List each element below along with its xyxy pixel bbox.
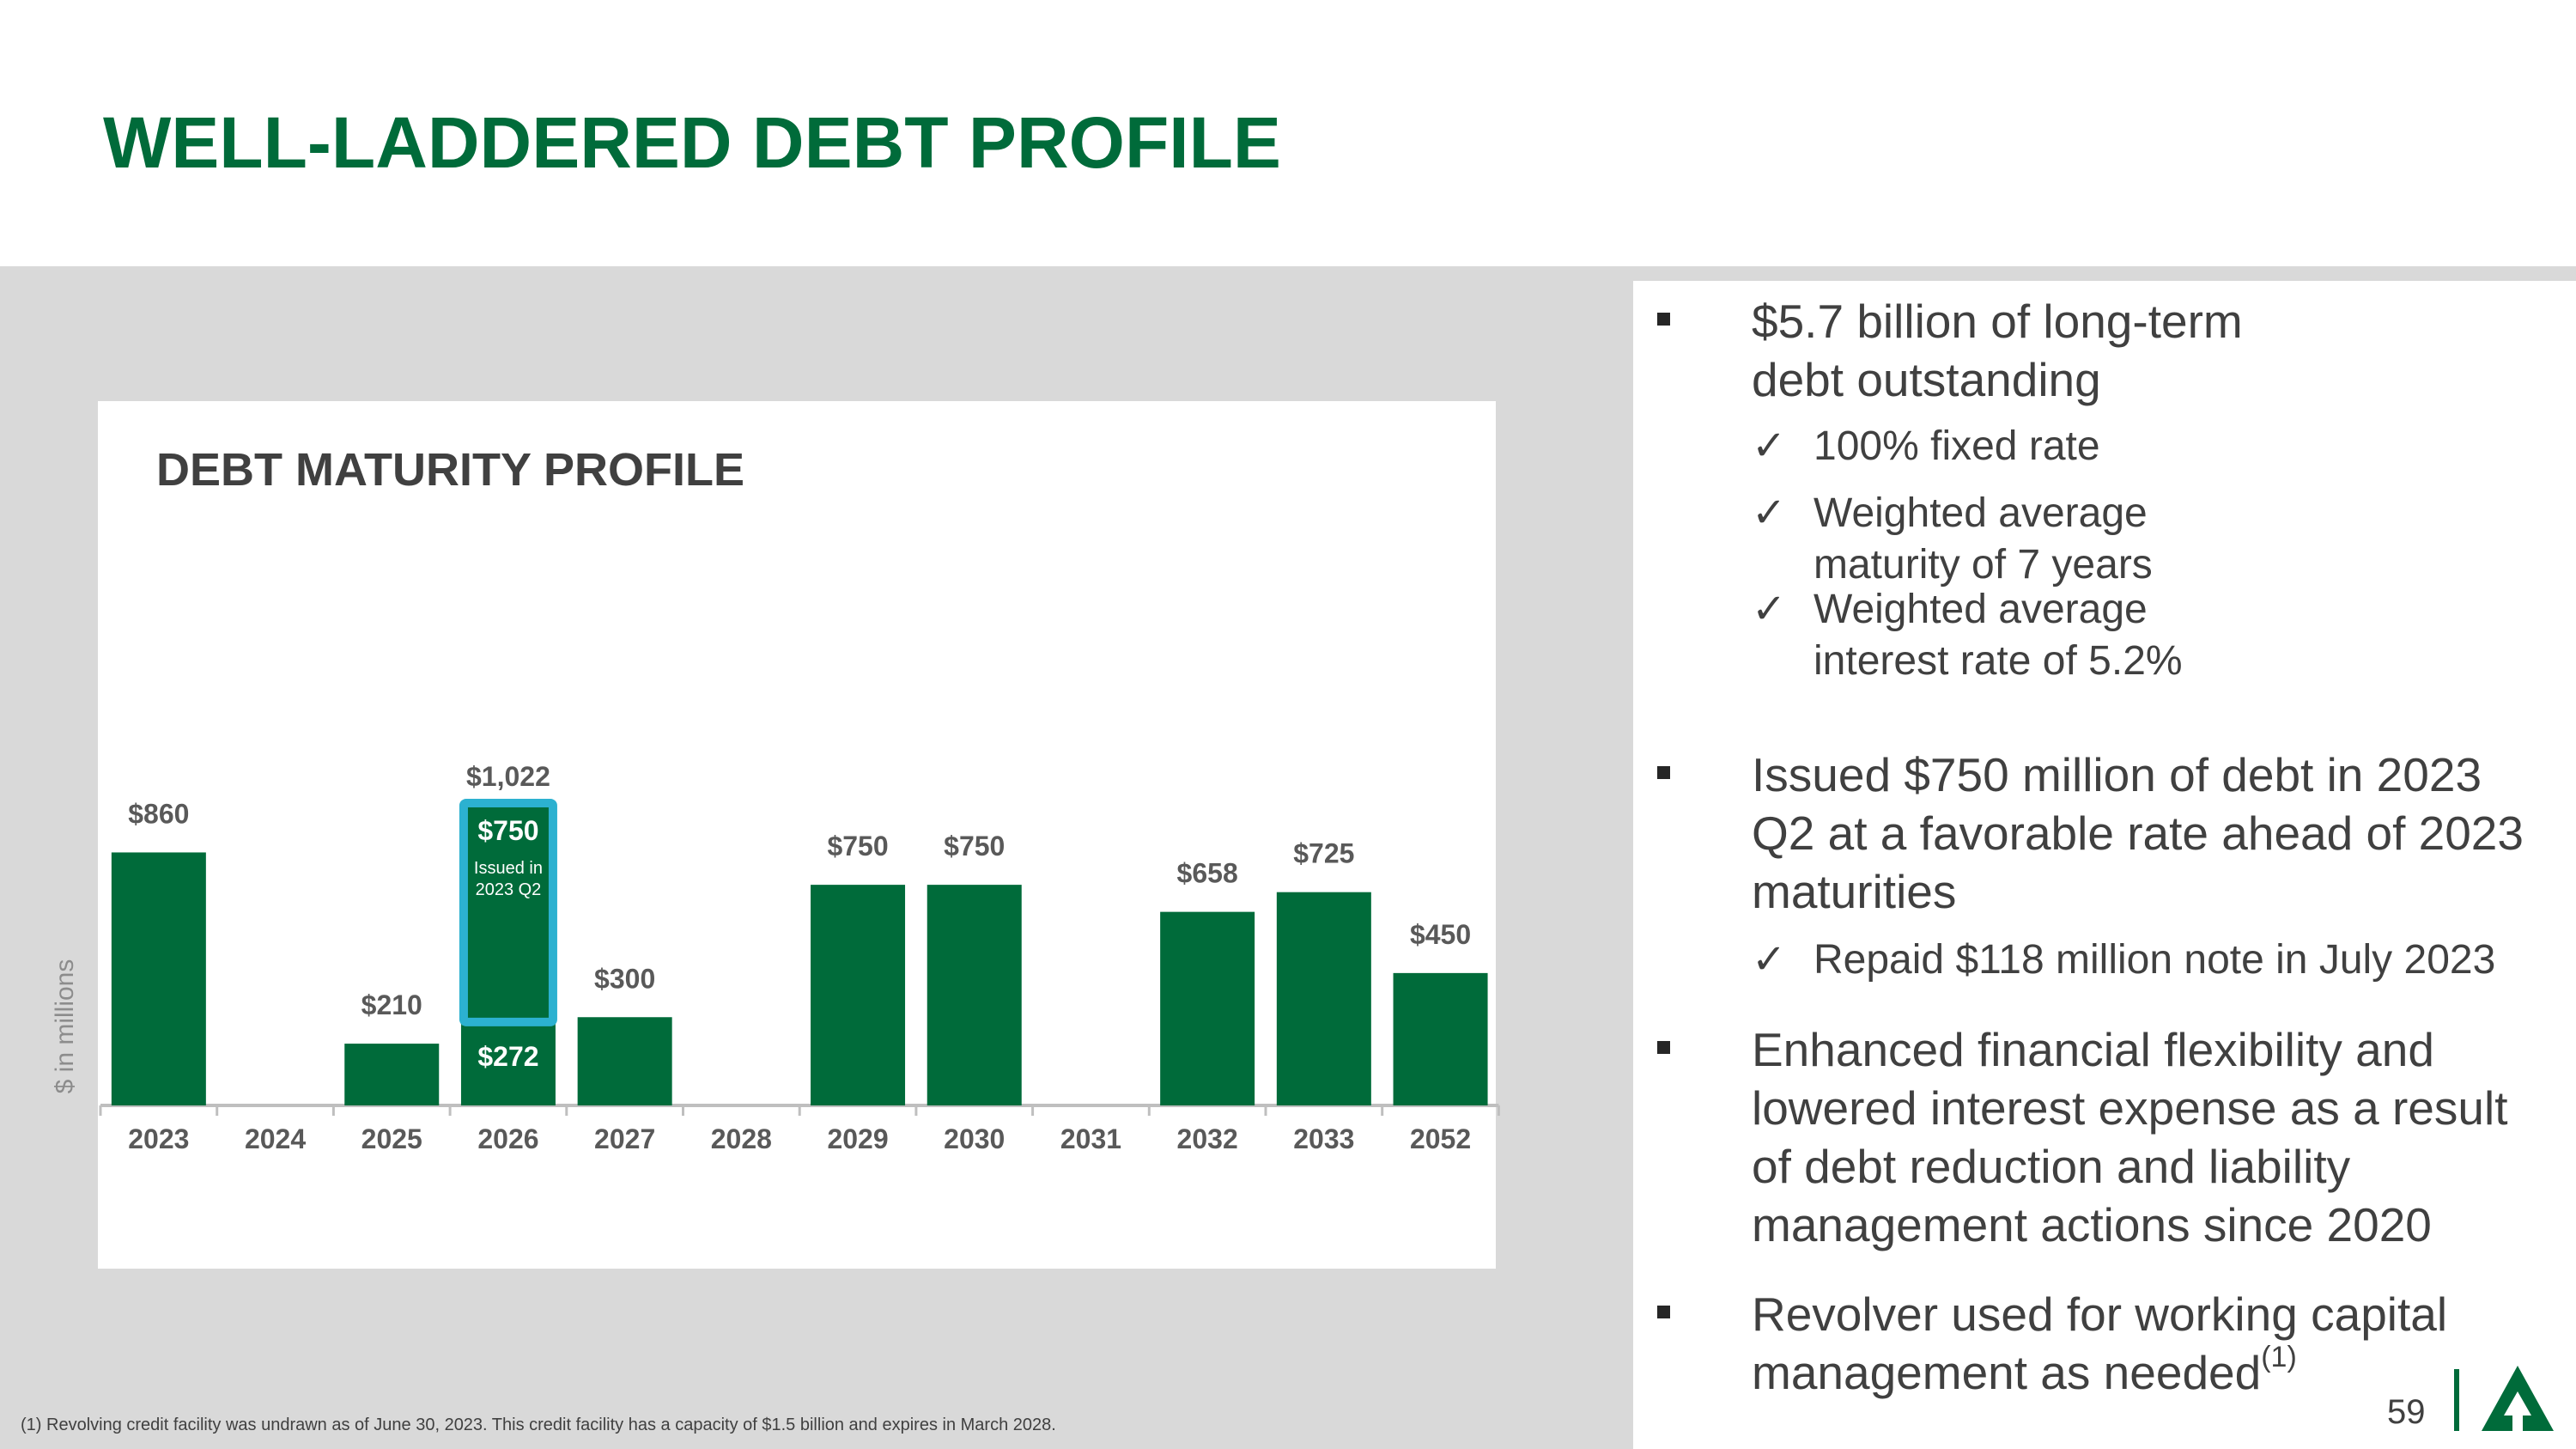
x-tick-label: 2026 <box>477 1123 538 1154</box>
bullet-text-line: Revolver used for working capital <box>1752 1288 2448 1341</box>
bullet-text-line: $5.7 billion of long-term <box>1752 295 2243 348</box>
data-label: $725 <box>1293 838 1354 869</box>
chart-title: DEBT MATURITY PROFILE <box>156 444 744 496</box>
bullet-marker <box>1657 766 1670 779</box>
bar-2030 <box>927 885 1022 1105</box>
bullet-text-line: management as needed <box>1752 1346 2262 1399</box>
x-tick-label: 2024 <box>245 1123 306 1154</box>
bullet-text-line: debt outstanding <box>1752 353 2101 406</box>
bar-2025 <box>344 1044 440 1105</box>
bullet-marker <box>1657 1306 1670 1318</box>
data-label-2026-upper: $750 <box>477 815 538 846</box>
bullet-marker <box>1657 313 1670 326</box>
sub-item-text: 100% fixed rate <box>1814 423 2100 469</box>
data-label: $300 <box>594 963 655 994</box>
bar-2027 <box>577 1017 672 1105</box>
x-tick-label: 2033 <box>1293 1123 1354 1154</box>
data-label: $450 <box>1410 919 1471 950</box>
data-label: $750 <box>944 831 1005 861</box>
bar-2026-lower <box>460 1025 556 1105</box>
x-tick-label: 2025 <box>361 1123 422 1154</box>
bullet-text-line: lowered interest expense as a result <box>1752 1081 2508 1135</box>
bullet-marker <box>1657 1041 1670 1054</box>
bar-2052 <box>1393 972 1488 1105</box>
check-icon: ✓ <box>1752 937 1787 983</box>
sub-item-text: Weighted average <box>1814 587 2148 632</box>
slide-title: WELL-LADDERED DEBT PROFILE <box>103 102 1281 183</box>
x-tick-label: 2030 <box>944 1123 1005 1154</box>
check-icon: ✓ <box>1752 423 1787 469</box>
issued-note-line: Issued in <box>474 859 543 878</box>
bar-2026-upper <box>460 804 556 1026</box>
bar-2029 <box>811 885 906 1105</box>
x-tick-label: 2031 <box>1060 1123 1121 1154</box>
chart-card <box>98 401 1496 1269</box>
bullet-text-line: of debt reduction and liability <box>1752 1140 2351 1193</box>
footnote: (1) Revolving credit facility was undraw… <box>21 1416 1056 1434</box>
x-tick-label: 2023 <box>128 1123 189 1154</box>
divider-strip <box>1633 266 2576 281</box>
x-tick-label: 2029 <box>827 1123 888 1154</box>
logo-divider <box>2454 1369 2459 1431</box>
footnote-ref: (1) <box>2261 1341 2297 1373</box>
data-label: $210 <box>361 989 422 1020</box>
bullet-text-line: maturities <box>1752 865 1957 918</box>
bar-2023 <box>111 852 206 1105</box>
bar-2033 <box>1276 892 1371 1105</box>
check-icon: ✓ <box>1752 490 1787 536</box>
bar-2032 <box>1160 911 1255 1105</box>
x-tick-label: 2052 <box>1410 1123 1471 1154</box>
bullet-text-line: management actions since 2020 <box>1752 1198 2432 1251</box>
issued-note-line: 2023 Q2 <box>476 880 542 899</box>
sub-item-text: Repaid $118 million note in July 2023 <box>1814 937 2496 983</box>
bullet-text-line: Issued $750 million of debt in 2023 <box>1752 748 2482 801</box>
data-label-2026-lower: $272 <box>477 1041 538 1072</box>
sub-item-text: maturity of 7 years <box>1814 542 2153 588</box>
highlight-box-2026 <box>459 798 557 1026</box>
data-label: $860 <box>128 798 189 829</box>
sub-item-text: interest rate of 5.2% <box>1814 638 2183 684</box>
debt-maturity-chart: 2023 $860 2024 2025 $210 2026 $272 $750 Issued i… <box>99 761 1500 1154</box>
x-tick-label: 2027 <box>594 1123 655 1154</box>
company-logo-icon <box>2482 1366 2554 1431</box>
data-label-total: $1,022 <box>466 761 550 792</box>
check-icon: ✓ <box>1752 587 1787 632</box>
sub-item-text: Weighted average <box>1814 490 2148 536</box>
data-label: $658 <box>1177 858 1238 889</box>
bullet-text-line: Q2 at a favorable rate ahead of 2023 <box>1752 807 2524 860</box>
y-axis-label: $ in millions <box>51 959 79 1094</box>
bullet-text-line: Enhanced financial flexibility and <box>1752 1023 2434 1076</box>
data-label: $750 <box>827 831 888 861</box>
page-number: 59 <box>2387 1393 2426 1431</box>
x-tick-label: 2032 <box>1177 1123 1238 1154</box>
x-tick-label: 2028 <box>711 1123 772 1154</box>
